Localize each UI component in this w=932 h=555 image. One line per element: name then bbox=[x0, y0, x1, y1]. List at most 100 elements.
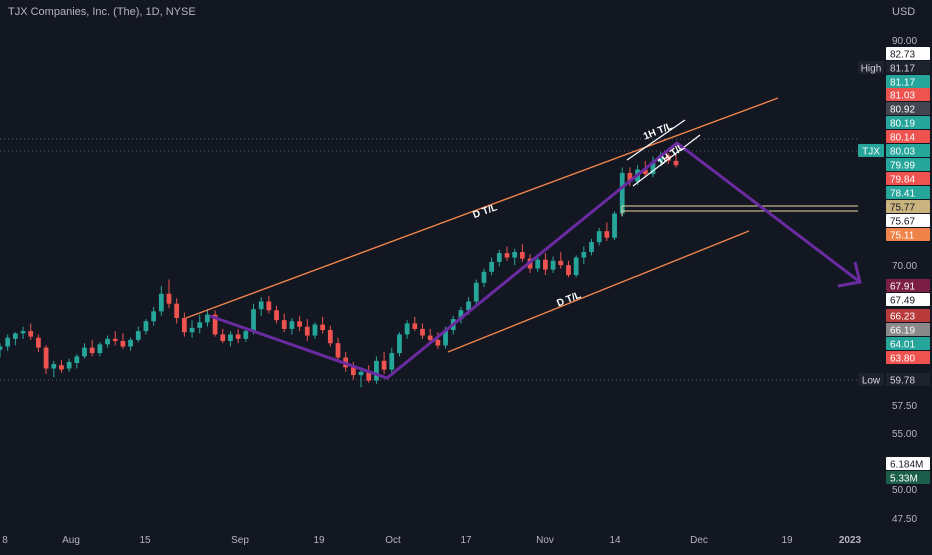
price-tag bbox=[886, 214, 930, 227]
trendline-label: D T/L bbox=[555, 290, 582, 310]
candle-body bbox=[220, 334, 226, 342]
hourly-lower-line[interactable] bbox=[632, 134, 701, 187]
candle-body bbox=[235, 334, 241, 339]
price-tag bbox=[886, 373, 930, 386]
candle-body bbox=[558, 260, 564, 266]
price-tag-label: 63.80 bbox=[890, 354, 915, 365]
candle-body bbox=[581, 252, 587, 258]
projection-path[interactable] bbox=[209, 141, 861, 380]
chart-title: TJX Companies, Inc. (The), 1D, NYSE bbox=[8, 6, 196, 18]
price-tag bbox=[886, 47, 930, 60]
x-tick-label: Dec bbox=[690, 535, 708, 546]
price-tag-label: 79.84 bbox=[890, 175, 915, 186]
candle-body bbox=[427, 335, 433, 340]
upper-trendline[interactable] bbox=[185, 97, 779, 319]
candle-body bbox=[397, 334, 402, 354]
candle-body bbox=[205, 314, 210, 323]
price-tag-label: 64.01 bbox=[890, 340, 915, 351]
candle-body bbox=[297, 321, 302, 327]
price-badge-label: TJX bbox=[862, 147, 880, 158]
price-tag bbox=[886, 61, 930, 74]
price-tag bbox=[886, 351, 930, 364]
candle-body bbox=[274, 310, 279, 321]
candle-body bbox=[665, 155, 671, 161]
price-tag-label: 80.19 bbox=[890, 119, 915, 130]
candle-body bbox=[258, 301, 264, 310]
x-tick-label: Aug bbox=[62, 535, 80, 546]
x-tick-label: Nov bbox=[536, 535, 554, 546]
price-tag-label: 79.99 bbox=[890, 161, 915, 172]
x-tick-label: Oct bbox=[385, 535, 401, 546]
price-tag-label: 75.11 bbox=[890, 231, 915, 242]
candle-body bbox=[573, 257, 579, 276]
candle-body bbox=[420, 328, 425, 336]
price-tag-label: 81.17 bbox=[890, 78, 915, 89]
candle-body bbox=[412, 323, 418, 329]
candle-body bbox=[228, 334, 233, 342]
price-tag-label: 78.41 bbox=[890, 189, 915, 200]
candle-body bbox=[619, 172, 625, 214]
candle-body bbox=[543, 259, 548, 270]
x-tick-label: Sep bbox=[231, 535, 249, 546]
candle-body bbox=[143, 321, 149, 332]
candle-body bbox=[151, 311, 157, 322]
y-tick-label: 55.00 bbox=[892, 429, 917, 440]
candle-body bbox=[158, 293, 164, 312]
price-tag bbox=[886, 186, 930, 199]
candle-body bbox=[496, 253, 502, 262]
candle-body bbox=[658, 155, 664, 162]
price-tag bbox=[886, 309, 930, 322]
candle-body bbox=[350, 367, 356, 376]
y-tick-label: 57.50 bbox=[892, 401, 917, 412]
candle-body bbox=[589, 242, 594, 253]
candle-body bbox=[443, 330, 448, 346]
candle-body bbox=[504, 253, 510, 258]
candle-body bbox=[535, 259, 541, 269]
candle-body bbox=[74, 356, 80, 363]
candle-body bbox=[5, 337, 11, 347]
candle-body bbox=[642, 169, 648, 175]
candle-body bbox=[12, 333, 18, 339]
price-tag-label: 75.77 bbox=[890, 203, 915, 214]
price-tag bbox=[886, 102, 930, 115]
candle-body bbox=[36, 337, 41, 348]
y-tick-label: 90.00 bbox=[892, 36, 917, 47]
candle-body bbox=[51, 364, 57, 369]
candle-body bbox=[489, 261, 495, 272]
hourly-upper-line[interactable] bbox=[626, 119, 686, 161]
lower-trendline[interactable] bbox=[447, 230, 750, 353]
x-tick-label: 8 bbox=[2, 535, 8, 546]
price-tag bbox=[886, 228, 930, 241]
price-tag bbox=[886, 279, 930, 292]
price-tag bbox=[886, 471, 930, 484]
candle-body bbox=[251, 309, 256, 332]
candle-body bbox=[519, 252, 525, 259]
candle-body bbox=[281, 320, 287, 329]
price-tag bbox=[886, 337, 930, 350]
price-tag-label: 82.73 bbox=[890, 50, 915, 61]
price-tag bbox=[886, 88, 930, 101]
candle-body bbox=[189, 327, 195, 333]
candle-body bbox=[28, 331, 34, 337]
candle-body bbox=[673, 160, 679, 166]
candle-body bbox=[604, 231, 610, 238]
price-tag-label: 59.78 bbox=[890, 376, 915, 387]
candle-body bbox=[512, 252, 518, 258]
price-tag bbox=[886, 75, 930, 88]
price-tag bbox=[886, 116, 930, 129]
candle-body bbox=[550, 260, 556, 270]
candle-body bbox=[212, 314, 218, 335]
price-tag bbox=[886, 144, 930, 157]
candle-body bbox=[366, 371, 372, 381]
candle-body bbox=[327, 330, 333, 344]
candle-body bbox=[374, 360, 379, 381]
price-badge bbox=[858, 61, 884, 74]
candle-body bbox=[128, 339, 133, 347]
x-tick-label: 14 bbox=[609, 535, 621, 546]
price-tag-label: 67.49 bbox=[890, 296, 915, 307]
price-badge bbox=[858, 373, 884, 386]
candle-body bbox=[166, 293, 172, 304]
candle-body bbox=[0, 346, 3, 350]
